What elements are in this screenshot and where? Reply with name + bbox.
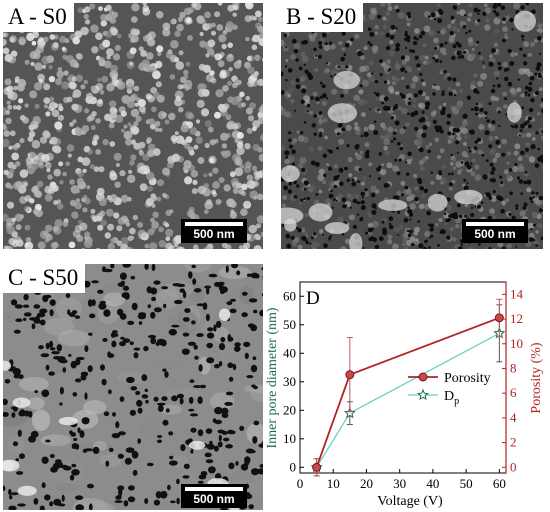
y-tick-label-right: 10: [510, 336, 523, 351]
sem-image-panel-c: C - S50: [3, 264, 263, 510]
y-tick-label-right: 14: [510, 286, 524, 301]
porosity-point: [345, 370, 355, 380]
legend-marker-pore-diameter: [416, 388, 430, 401]
pore-diameter-point: [343, 406, 356, 419]
y-tick-label-right: 12: [510, 311, 523, 326]
chart-panel-d: Inner pore diameter (nm) Porosity (%) Vo…: [265, 281, 544, 509]
scale-bar-text-b: 500 nm: [474, 227, 516, 241]
x-tick-label: 30: [393, 476, 406, 491]
x-tick-label: 40: [426, 476, 439, 491]
legend-label-pore-diameter: Dp: [444, 389, 459, 407]
y-tick-label-left: 60: [283, 288, 296, 303]
y-axis-label-left: Inner pore diameter (nm): [265, 307, 280, 448]
y-tick-label-left: 20: [283, 402, 296, 417]
y-tick-label-right: 6: [510, 385, 517, 400]
porosity-point: [494, 313, 504, 323]
panel-label-d: D: [306, 288, 320, 309]
x-axis-label: Voltage (V): [377, 494, 443, 509]
x-tick-label: 0: [297, 476, 304, 491]
x-tick-label: 10: [327, 476, 340, 491]
panel-label-c: C - S50: [3, 264, 86, 293]
y-tick-label-left: 30: [283, 374, 296, 389]
y-tick-label-right: 0: [510, 459, 517, 474]
y-tick-label-left: 0: [290, 459, 297, 474]
scale-bar-b: 500 nm: [462, 219, 528, 243]
sem-texture-c: [3, 264, 263, 510]
legend-label-porosity: Porosity: [444, 371, 491, 386]
y-tick-label-left: 50: [283, 317, 296, 332]
porosity-point: [312, 462, 322, 472]
porosity-line: [315, 316, 500, 468]
y-tick-label-left: 40: [283, 345, 296, 360]
sem-texture-a: [3, 3, 263, 249]
y-axis-label-right: Porosity (%): [529, 342, 544, 414]
panel-label-b: B - S20: [281, 3, 364, 32]
chart-body: 0 10 20 30 40 50 60 0 10 20 30 40 50 60 0 2 4 6 8 10 12 14 Por…: [283, 281, 524, 491]
y-tick-label-right: 8: [510, 360, 517, 375]
legend-marker-porosity: [418, 372, 428, 382]
scale-bar-line-a: [185, 222, 243, 226]
scale-bar-line-c: [185, 487, 243, 491]
x-tick-label: 20: [360, 476, 373, 491]
legend-label-subscript: p: [454, 396, 459, 407]
y-tick-label-right: 4: [510, 410, 517, 425]
scale-bar-a: 500 nm: [181, 219, 247, 243]
y-tick-label-right: 2: [510, 435, 517, 450]
sem-image-panel-a: A - S0: [3, 3, 263, 249]
x-tick-label: 50: [460, 476, 473, 491]
scale-bar-line-b: [466, 222, 524, 226]
sem-image-panel-b: B - S20: [281, 3, 543, 249]
x-tick-label: 60: [493, 476, 506, 491]
scale-bar-text-a: 500 nm: [193, 227, 235, 241]
sem-texture-b: [281, 3, 543, 249]
scale-bar-c: 500 nm: [181, 484, 247, 508]
panel-label-a: A - S0: [3, 3, 74, 32]
scale-bar-text-c: 500 nm: [193, 492, 235, 506]
y-tick-label-left: 10: [283, 431, 296, 446]
